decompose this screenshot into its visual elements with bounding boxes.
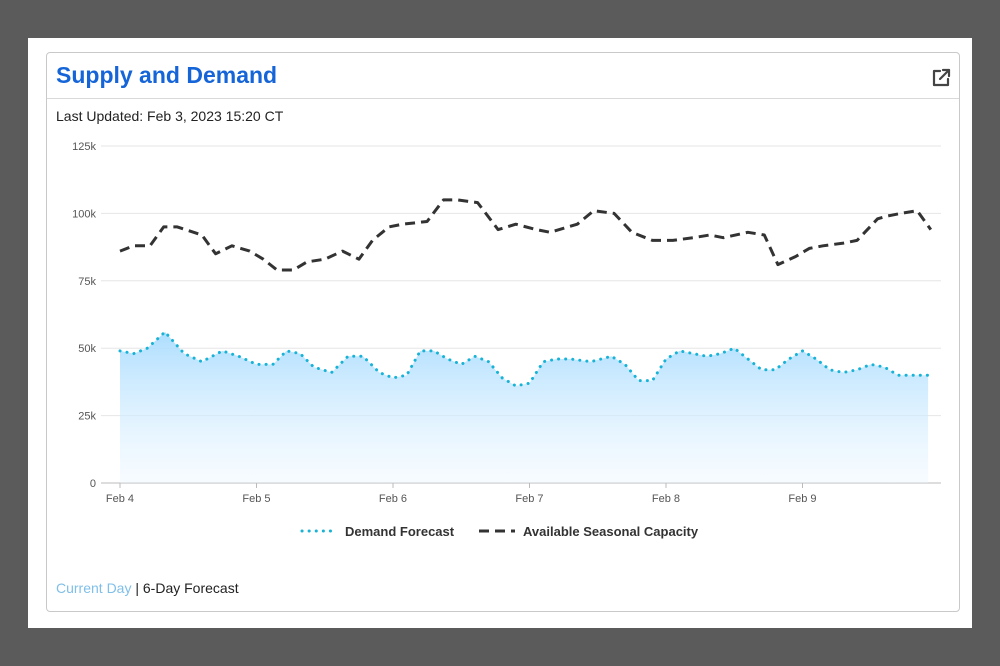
y-tick-label: 100k [72,208,96,220]
demand-area [120,332,929,483]
legend-label-demand: Demand Forecast [345,524,455,539]
card-header: Supply and Demand [47,53,959,99]
supply-demand-chart: 0 25k 50k 75k 100k 125k Feb 4 Feb 5 Feb 6 Feb 7 Fe… [72,141,941,539]
current-day-link[interactable]: Current Day [56,580,132,596]
x-tick-label: Feb 6 [379,493,407,505]
page-frame: Supply and Demand Last Updated: Feb 3, 2… [28,38,972,628]
y-tick-label: 0 [90,478,96,490]
capacity-line [119,198,933,272]
x-tick-label: Feb 9 [788,493,816,505]
x-tick-label: Feb 8 [652,493,680,505]
x-tick-label: Feb 4 [106,493,134,505]
external-link-icon[interactable] [931,68,951,88]
card-title: Supply and Demand [56,62,278,88]
footer: Current Day | 6-Day Forecast [56,580,239,596]
legend-label-capacity: Available Seasonal Capacity [523,524,699,539]
x-tick-label: Feb 5 [242,493,270,505]
last-updated-text: Last Updated: Feb 3, 2023 15:20 CT [56,108,284,124]
y-tick-label: 75k [78,276,96,288]
x-tick-label: Feb 7 [515,493,543,505]
footer-separator: | [131,580,143,596]
supply-demand-card: Supply and Demand Last Updated: Feb 3, 2… [46,52,960,612]
forecast-label: 6-Day Forecast [142,580,239,596]
y-tick-label: 50k [78,343,96,355]
demand-forecast-line [118,330,930,388]
legend-item-demand: Demand Forecast [300,524,455,539]
y-tick-label: 25k [78,411,96,423]
legend-item-capacity: Available Seasonal Capacity [479,524,699,539]
y-tick-label: 125k [72,141,96,153]
